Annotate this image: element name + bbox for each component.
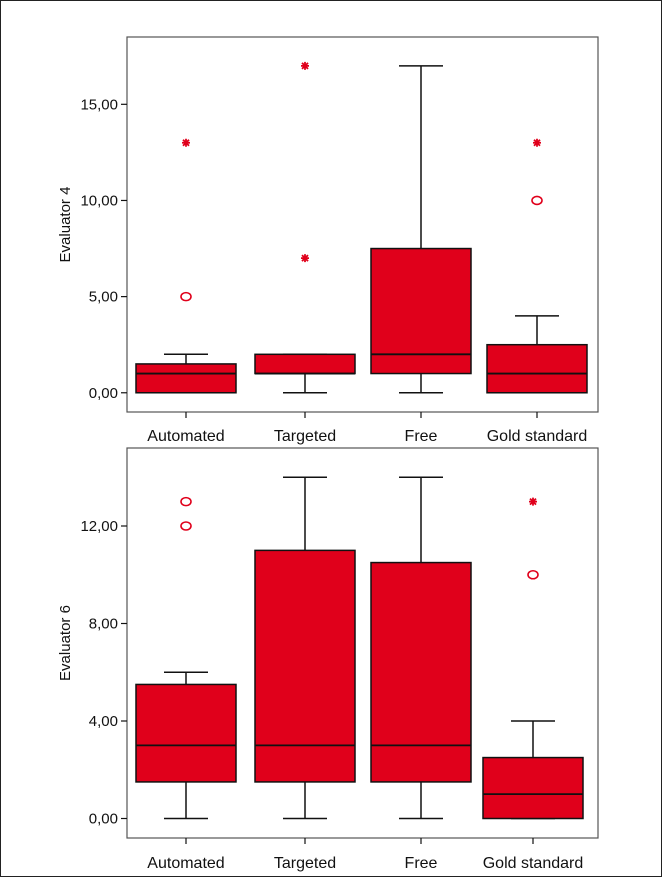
y-axis-title: Evaluator 4 [57,187,74,263]
outlier-circle [180,496,192,507]
iqr-box [254,353,356,375]
iqr-box [370,247,472,375]
iqr-box [370,561,472,783]
box-targeted [254,476,356,820]
chart-panel-1: 0,00 5,00 10,00 15,00 Evaluator 4 Automated Ta… [57,36,599,445]
outlier-star [301,254,309,263]
x-category-label: Free [405,855,438,872]
outlier-star [301,61,309,70]
x-category-label: Automated [147,855,224,872]
x-category-label: Gold standard [487,428,588,445]
y-tick-label: 8,00 [89,616,118,633]
y-tick-label: 5,00 [89,289,118,306]
outlier-star [533,138,541,147]
y-axis-title: Evaluator 6 [57,605,74,681]
box-gold-standard [486,138,588,394]
x-category-label: Targeted [274,428,336,445]
box-automated [135,496,237,820]
y-tick-label: 15,00 [80,96,118,113]
box-free [370,65,472,394]
x-category-label: Free [405,428,438,445]
outlier-circle [527,569,539,580]
outlier-star [182,138,190,147]
y-tick-label: 4,00 [89,713,118,730]
outlier-circle [180,291,192,302]
iqr-box [254,549,356,783]
x-category-label: Gold standard [483,855,584,872]
x-category-label: Automated [147,428,224,445]
y-tick-label: 0,00 [89,811,118,828]
y-tick-label: 12,00 [80,518,118,535]
box-free [370,476,472,820]
outlier-star [529,497,537,506]
box-gold-standard [482,497,584,820]
iqr-box [486,343,588,394]
iqr-box [135,363,237,394]
iqr-box [482,756,584,820]
x-category-label: Targeted [274,855,336,872]
iqr-box [135,683,237,783]
box-automated [135,138,237,394]
outlier-circle [180,521,192,531]
outlier-circle [531,195,543,206]
y-tick-label: 10,00 [80,192,118,209]
box-targeted [254,61,356,394]
chart-panel-2: 0,00 4,00 8,00 12,00 Evaluator 6 Automated Tar… [57,447,599,872]
y-tick-label: 0,00 [89,385,118,402]
